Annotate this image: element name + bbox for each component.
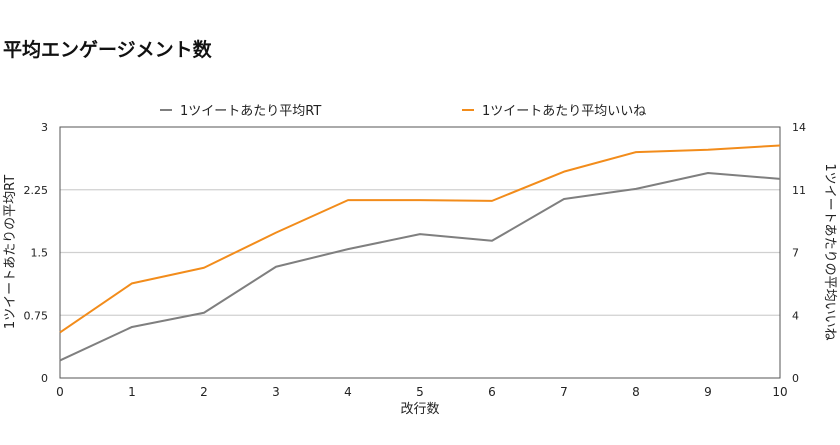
gridlines bbox=[60, 190, 780, 316]
y-left-tick-label: 2.25 bbox=[24, 184, 49, 197]
legend-label: 1ツイートあたり平均RT bbox=[180, 104, 321, 119]
y-right-tick-label: 14 bbox=[792, 121, 806, 134]
y-left-tick-label: 3 bbox=[41, 121, 48, 134]
legend: 1ツイートあたり平均RT 1ツイートあたり平均いいね bbox=[160, 104, 646, 119]
y-axis-left-label: 1ツイートあたりの平均RT bbox=[3, 175, 18, 329]
y-left-tick-label: 0.75 bbox=[24, 309, 49, 322]
y-right-tick-label: 0 bbox=[792, 372, 799, 385]
x-tick-label: 10 bbox=[772, 385, 787, 399]
x-tick-label: 8 bbox=[632, 385, 640, 399]
x-tick-label: 3 bbox=[272, 385, 280, 399]
y-right-tick-label: 4 bbox=[792, 309, 799, 322]
legend-label: 1ツイートあたり平均いいね bbox=[482, 104, 646, 119]
x-tick-label: 2 bbox=[200, 385, 208, 399]
x-tick-label: 6 bbox=[488, 385, 496, 399]
y-axis-right-label: 1ツイートあたりの平均いいね bbox=[822, 163, 837, 340]
y-left-tick-label: 1.5 bbox=[31, 247, 49, 260]
chart-title: 平均エンゲージメント数 bbox=[3, 38, 213, 61]
x-tick-label: 4 bbox=[344, 385, 352, 399]
x-tick-label: 1 bbox=[128, 385, 136, 399]
y-right-tick-label: 11 bbox=[792, 184, 806, 197]
x-axis-label: 改行数 bbox=[400, 402, 439, 417]
y-right-tick-label: 7 bbox=[792, 247, 799, 260]
x-tick-label: 0 bbox=[56, 385, 64, 399]
x-tick-label: 9 bbox=[704, 385, 712, 399]
y-left-tick-label: 0 bbox=[41, 372, 48, 385]
x-tick-label: 7 bbox=[560, 385, 568, 399]
series-line-right bbox=[60, 145, 780, 332]
x-tick-label: 5 bbox=[416, 385, 424, 399]
